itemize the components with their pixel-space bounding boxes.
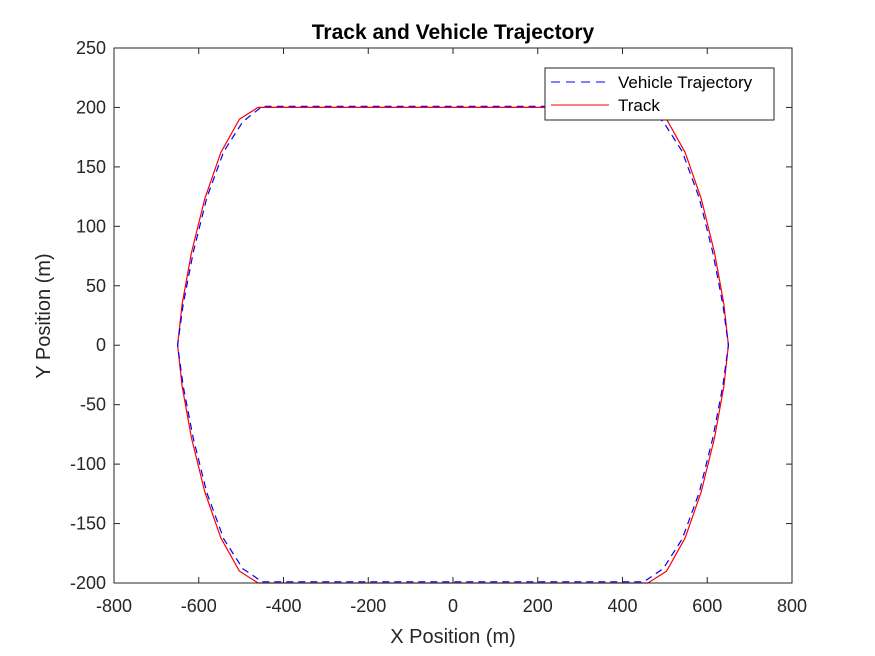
x-tick-label: 400: [607, 596, 637, 616]
legend-label-track: Track: [618, 96, 660, 115]
legend-box: [544, 67, 775, 121]
y-axis: -200 -150 -100 -50 0 50 100 150 200 250: [70, 38, 792, 593]
y-tick-label: 100: [76, 216, 106, 236]
y-tick-label: 200: [76, 97, 106, 117]
plot-area: [114, 48, 792, 583]
x-axis: -800 -600 -400 -200 0 200 400 600 800: [96, 48, 807, 616]
x-tick-label: 0: [448, 596, 458, 616]
x-tick-label: -400: [265, 596, 301, 616]
y-tick-label: -200: [70, 573, 106, 593]
x-tick-label: 800: [777, 596, 807, 616]
legend-label-vehicle-trajectory: Vehicle Trajectory: [618, 73, 753, 92]
y-tick-label: 50: [86, 276, 106, 296]
y-tick-label: 0: [96, 335, 106, 355]
x-axis-label: X Position (m): [390, 626, 516, 648]
x-tick-label: 200: [523, 596, 553, 616]
y-tick-label: -150: [70, 514, 106, 534]
x-tick-label: 600: [692, 596, 722, 616]
chart-title: Track and Vehicle Trajectory: [312, 21, 595, 44]
y-axis-label: Y Position (m): [33, 253, 55, 378]
x-tick-label: -200: [350, 596, 386, 616]
y-tick-label: 150: [76, 157, 106, 177]
y-tick-label: -50: [80, 395, 106, 415]
legend: Vehicle Trajectory Track: [544, 67, 775, 121]
x-tick-label: -800: [96, 596, 132, 616]
x-tick-label: -600: [181, 596, 217, 616]
y-tick-label: -100: [70, 454, 106, 474]
series-line-vehicle-trajectory: [177, 105, 730, 583]
y-tick-label: 250: [76, 38, 106, 58]
